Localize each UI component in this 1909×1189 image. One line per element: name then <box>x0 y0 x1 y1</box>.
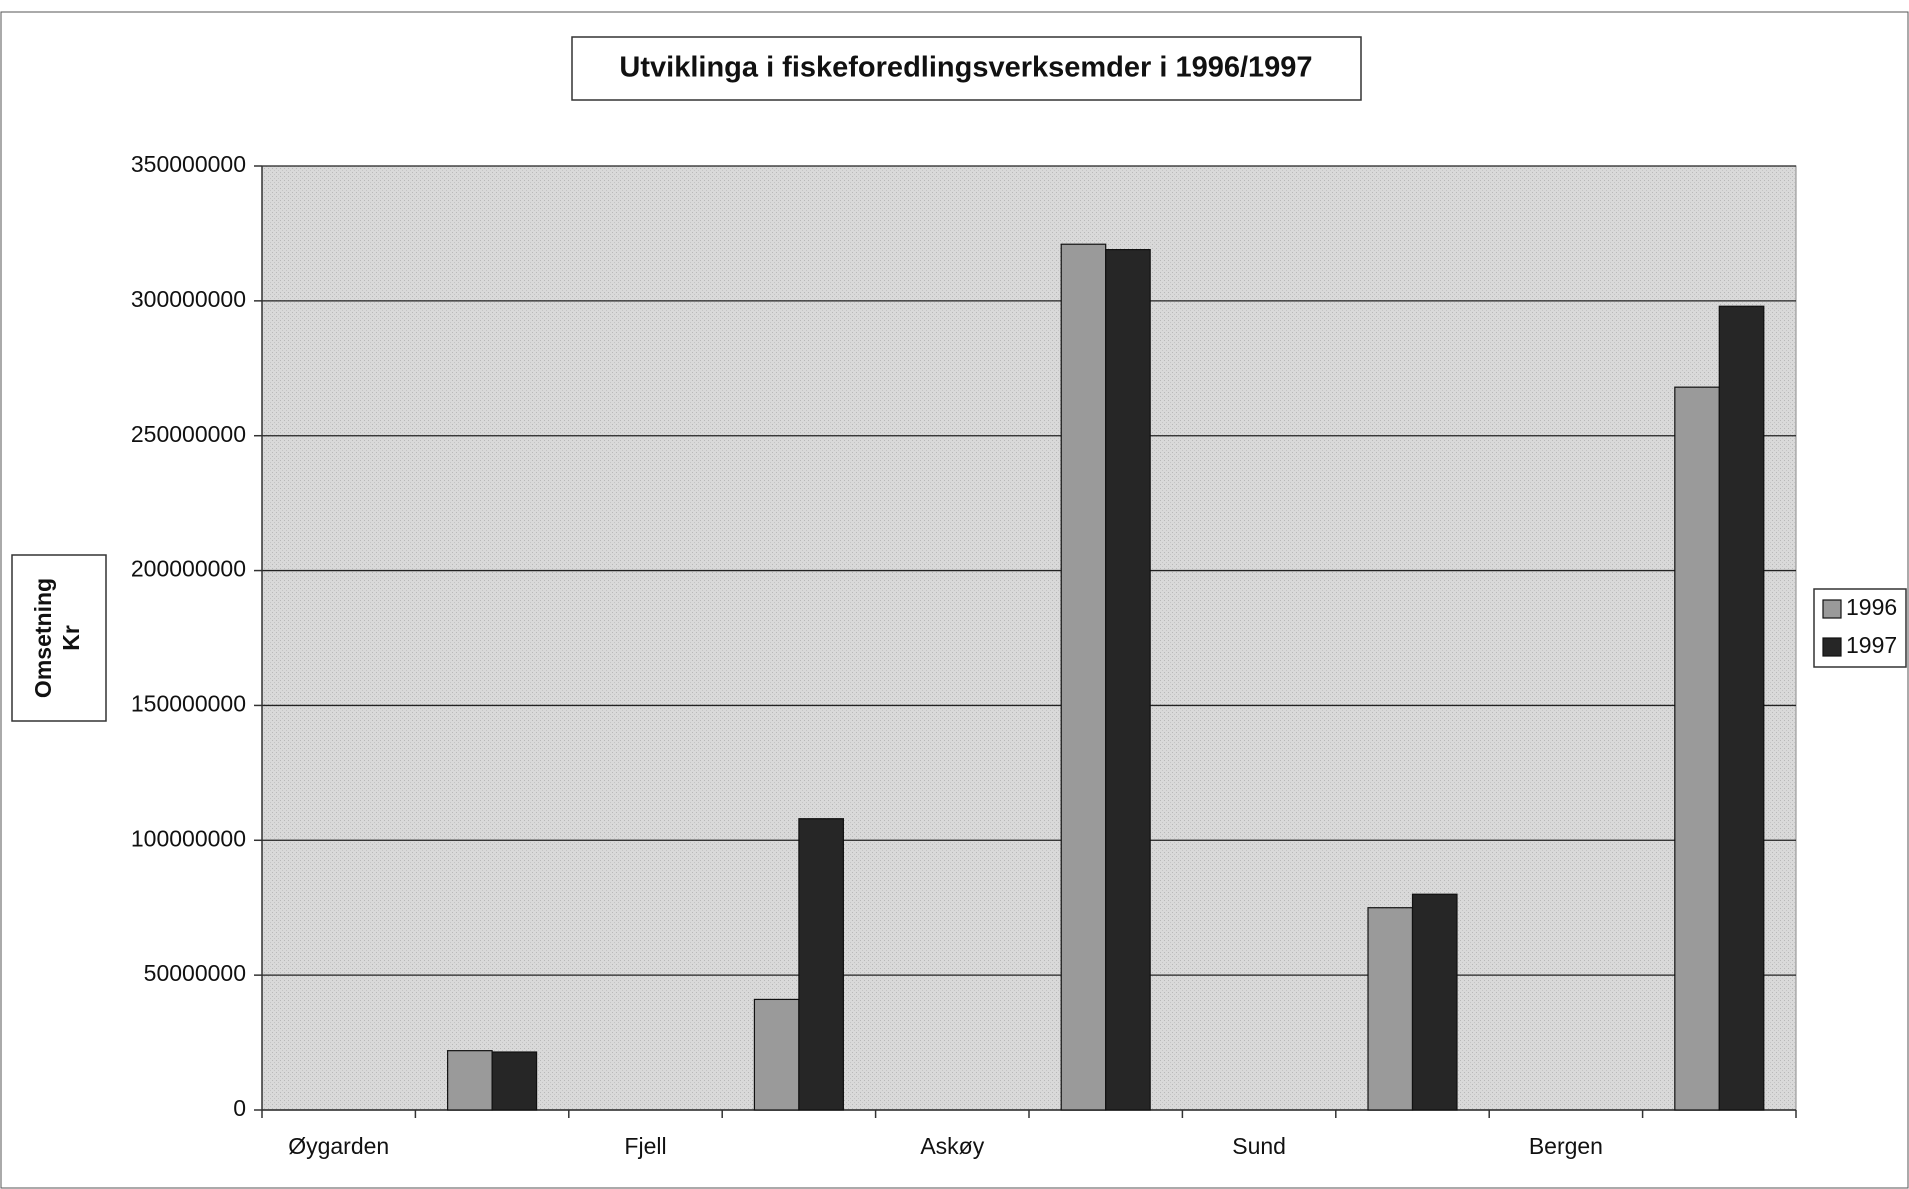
y-tick-label: 50000000 <box>144 960 246 986</box>
legend-label: 1997 <box>1846 632 1897 658</box>
bar <box>1060 243 1107 1111</box>
bar <box>753 998 800 1111</box>
y-label-box <box>11 554 107 722</box>
bar <box>1674 386 1720 1111</box>
legend-swatch <box>1822 637 1842 657</box>
bar <box>491 1051 538 1111</box>
y-tick-label: 300000000 <box>131 286 246 312</box>
y-label-line: Omsetning <box>30 578 56 698</box>
y-tick-label: 200000000 <box>131 556 246 582</box>
bar <box>798 818 844 1111</box>
bar <box>1367 907 1414 1111</box>
y-tick-label: 350000000 <box>131 151 246 177</box>
y-tick-label: 150000000 <box>131 691 246 717</box>
bar <box>1105 249 1151 1111</box>
bar <box>1411 893 1458 1111</box>
x-tick-label: Askøy <box>920 1133 984 1159</box>
x-tick-label: Øygarden <box>288 1133 389 1159</box>
bar <box>1718 305 1765 1111</box>
x-tick-label: Fjell <box>624 1133 666 1159</box>
legend-swatch <box>1822 599 1842 619</box>
y-label: Omsetning Kr <box>30 578 84 698</box>
y-tick-label: 0 <box>233 1095 246 1121</box>
bar <box>447 1050 493 1111</box>
plot-area <box>261 165 1797 1111</box>
legend-label: 1996 <box>1846 594 1897 620</box>
y-tick-label: 250000000 <box>131 421 246 447</box>
x-tick-label: Sund <box>1232 1133 1286 1159</box>
x-tick-label: Bergen <box>1529 1133 1603 1159</box>
y-label-line: Kr <box>58 625 84 651</box>
title-box <box>571 36 1362 101</box>
y-tick-label: 100000000 <box>131 825 246 851</box>
chart-title: Utviklinga i fiskeforedlingsverksemder i… <box>619 52 1312 84</box>
